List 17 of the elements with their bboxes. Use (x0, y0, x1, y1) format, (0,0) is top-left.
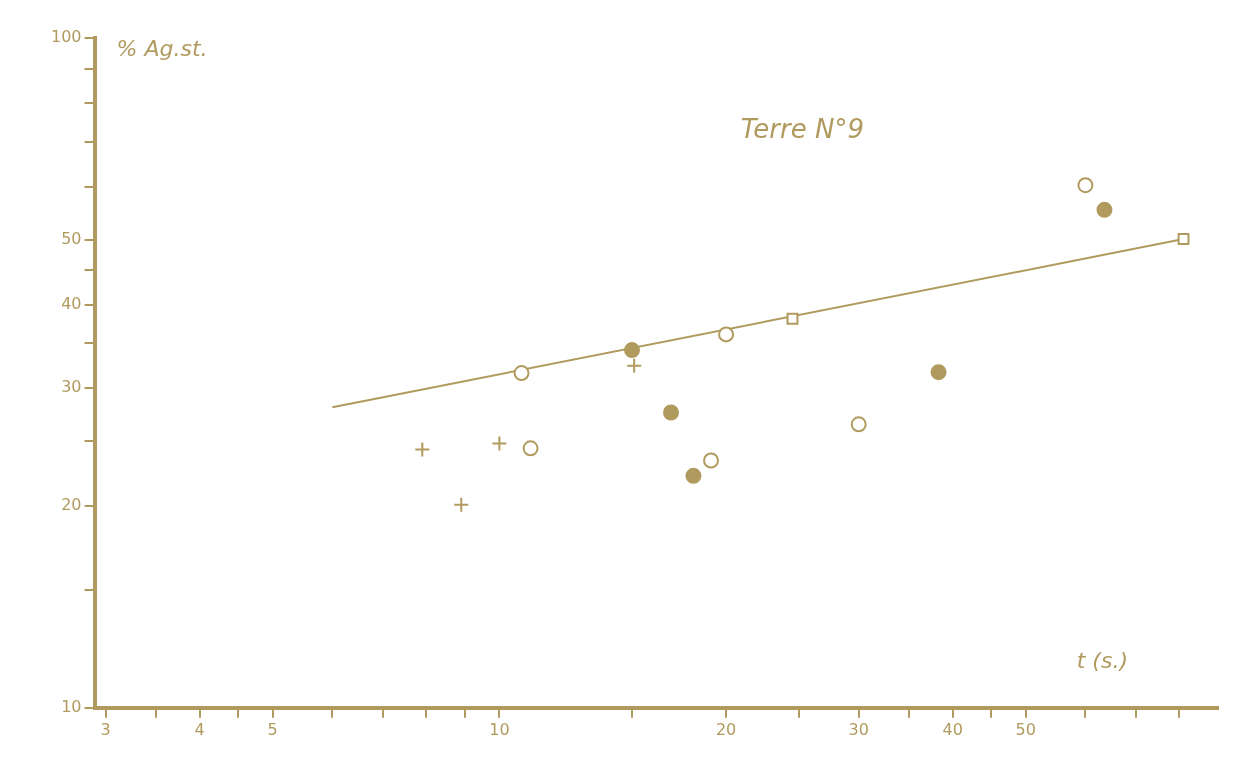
x-tick-label: 10 (489, 719, 510, 739)
x-tick-label: 40 (942, 719, 963, 739)
x-tick-label: 30 (848, 719, 869, 739)
y-tick-label: 100 (50, 27, 82, 47)
y-tick-label: 50 (61, 228, 82, 248)
y-tick-label: 20 (61, 495, 82, 515)
y-tick-label: 10 (61, 696, 82, 716)
x-tick-label: 4 (194, 719, 205, 739)
y-tick-label: 40 (61, 293, 82, 313)
x-axis-title: t (s.) (1076, 647, 1128, 673)
x-tick-label: 5 (267, 719, 278, 739)
y-axis-title: % Ag.st. (116, 36, 208, 61)
y-tick-label: 30 (61, 377, 82, 397)
x-tick-label: 20 (715, 719, 737, 739)
x-tick-label: 3 (100, 719, 111, 739)
text: Terre N°9 (740, 114, 864, 144)
x-tick-label: 50 (1015, 719, 1036, 739)
